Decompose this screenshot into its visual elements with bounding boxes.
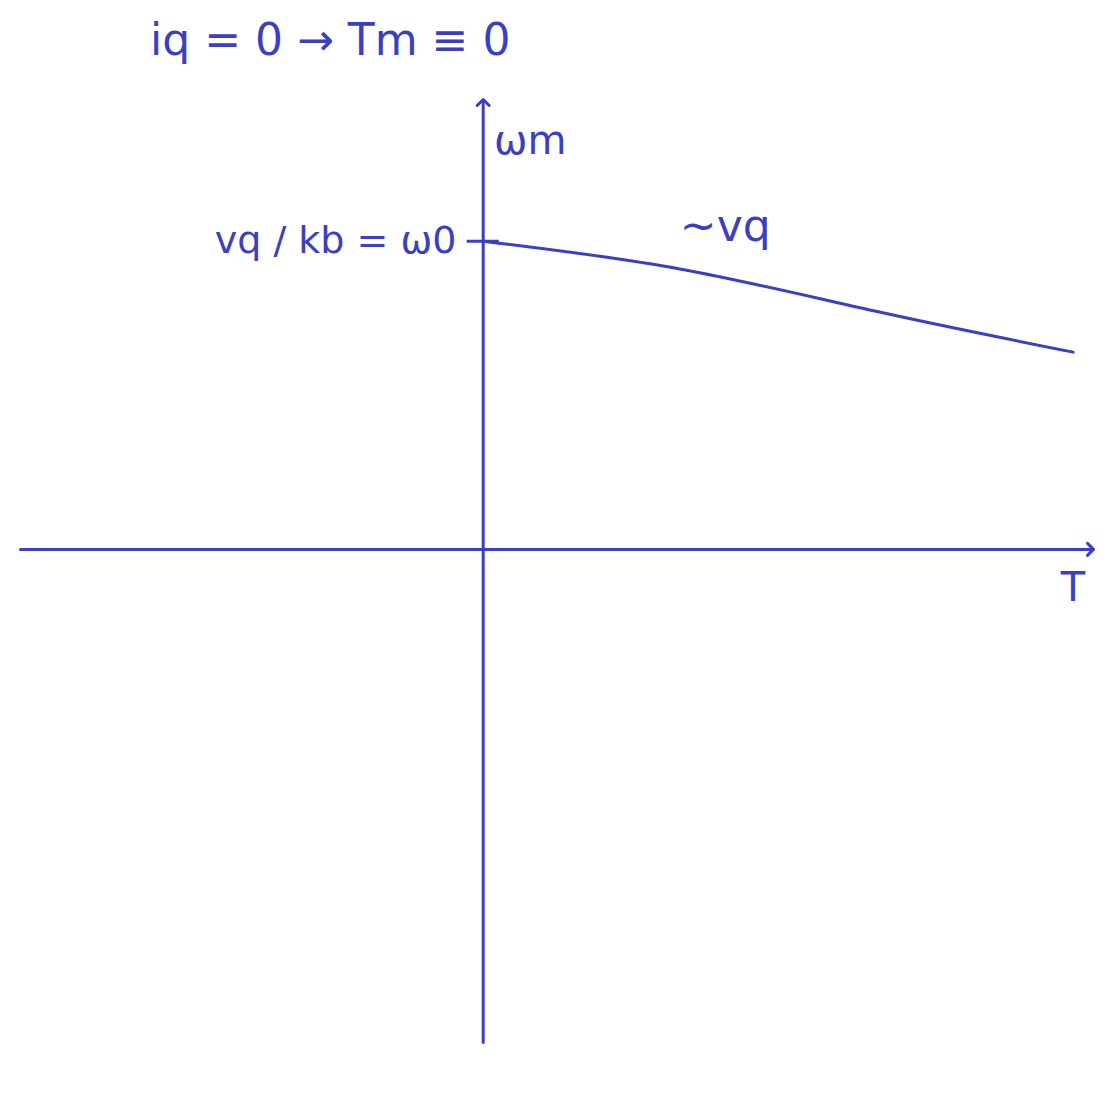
svg-text:T: T xyxy=(1060,564,1086,610)
svg-text:vq / kb = ω0: vq / kb = ω0 xyxy=(215,218,457,262)
html-text:iq = 0 → Tm ≡ 0: iq = 0 → Tm ≡ 0 xyxy=(150,14,511,65)
svg-text:ωm: ωm xyxy=(494,117,566,163)
svg-text:~vq: ~vq xyxy=(680,200,771,251)
